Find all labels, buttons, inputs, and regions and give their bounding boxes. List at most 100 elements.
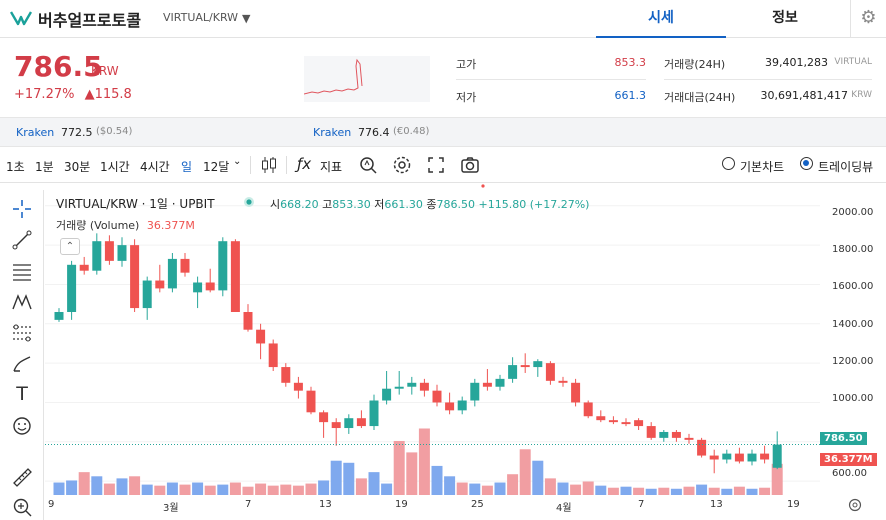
function-icon[interactable]: ƒx [297, 155, 312, 173]
volume-bar [532, 460, 544, 495]
candle-body [293, 382, 303, 391]
interval-4h[interactable]: 4시간 [140, 160, 170, 174]
x-tick: 13 [319, 499, 332, 510]
volume-bar [708, 487, 720, 495]
chart-toolbar: 1초 1분 30분 1시간 4시간 일 12달 ⌄ ƒx 지표 [0, 148, 886, 183]
candle-body [155, 280, 165, 289]
y-tick: 1000.00 [832, 393, 874, 404]
candle-body [445, 402, 455, 411]
candle-type-icon[interactable] [258, 154, 280, 176]
volume-bar [166, 482, 178, 495]
volume-bar [116, 478, 128, 495]
interval-1h[interactable]: 1시간 [100, 160, 130, 174]
candle-body [180, 258, 190, 273]
candle-body [697, 439, 707, 456]
volume-bar [696, 484, 708, 495]
text-icon[interactable]: T [16, 383, 28, 405]
candle-body [256, 329, 266, 344]
tradingview-label[interactable]: 트레이딩뷰 [818, 160, 874, 174]
interval-1m[interactable]: 1분 [35, 160, 54, 174]
candle-body [545, 363, 555, 381]
fibonacci-icon[interactable] [11, 322, 33, 344]
indicator-button[interactable]: 지표 [320, 160, 343, 174]
volume-bar [494, 482, 506, 495]
collapse-legend-button[interactable]: ⌃ [60, 238, 80, 255]
volume-bar [292, 485, 304, 495]
magnifier-plus-icon[interactable] [357, 154, 379, 176]
volume-bar [645, 488, 657, 495]
interval-1s[interactable]: 1초 [6, 160, 25, 174]
volume-bar [431, 465, 443, 495]
close-value: 786.50 [436, 198, 476, 211]
exchange-band: Kraken 772.5 ($0.54) Kraken 776.4 (€0.48… [0, 117, 886, 147]
tradingview-radio[interactable] [800, 157, 813, 170]
exchange-name[interactable]: Kraken [16, 126, 55, 139]
smiley-icon[interactable] [11, 415, 33, 437]
volume-bar [418, 428, 430, 495]
candle-body [684, 437, 694, 440]
brush-icon[interactable] [11, 353, 33, 375]
marker-dot [481, 184, 485, 188]
camera-icon[interactable] [459, 154, 481, 176]
chevron-down-icon[interactable]: ⌄ [233, 156, 242, 167]
mini-chart-line [303, 58, 363, 95]
trend-line-icon[interactable] [11, 229, 33, 251]
volume-bar [570, 484, 582, 495]
volume-bar [141, 484, 153, 495]
candle-body [608, 420, 618, 423]
volume-bar [481, 485, 493, 495]
volume-bar [683, 486, 695, 495]
volume-bar [217, 484, 229, 495]
volume-bar [582, 481, 594, 495]
candle-body [67, 264, 77, 312]
volume-bar [66, 480, 78, 495]
price-chart[interactable] [45, 184, 823, 496]
basic-chart-radio[interactable] [722, 157, 735, 170]
pattern-icon[interactable] [11, 291, 33, 313]
candle-body [104, 241, 114, 261]
volume-bar [330, 460, 342, 495]
candle-body [407, 382, 417, 387]
time-settings-icon[interactable] [848, 498, 862, 512]
settings-icon[interactable] [391, 154, 413, 176]
candle-body [722, 453, 732, 460]
volume-bar [507, 474, 519, 495]
candle-body [268, 343, 278, 368]
candle-body [92, 241, 102, 271]
tab-info[interactable]: 정보 [772, 10, 798, 26]
candle-body [344, 418, 354, 429]
divider [250, 156, 251, 174]
gear-icon[interactable]: ⚙ [850, 0, 886, 38]
candle-body [54, 312, 64, 320]
volume-value: 39,401,283 [765, 56, 828, 69]
interval-30m[interactable]: 30분 [64, 160, 91, 174]
volume-bar [670, 488, 682, 495]
low-label: 저가 [456, 91, 477, 104]
interval-day[interactable]: 일 [181, 160, 193, 174]
x-tick: 19 [787, 499, 800, 510]
zoom-in-icon[interactable] [11, 496, 33, 518]
high-label: 고가 [456, 58, 477, 71]
horizontal-lines-icon[interactable] [11, 260, 33, 282]
candle-body [596, 416, 606, 421]
chart-symbol-title: VIRTUAL/KRW · 1일 · UPBIT [56, 197, 215, 211]
tab-quote[interactable]: 시세 [596, 0, 726, 38]
volume-bar [305, 483, 317, 495]
candle-body [634, 420, 644, 427]
chevron-down-icon[interactable]: ▼ [242, 12, 251, 25]
ohlc-legend: 시668.20 고853.30 저661.30 종786.50 +115.80 … [270, 196, 589, 212]
basic-chart-label[interactable]: 기본차트 [740, 160, 785, 174]
crosshair-icon[interactable] [11, 198, 33, 220]
high-row: 고가 853.3 [456, 56, 646, 72]
volume-bar [229, 482, 241, 495]
volume-bar [179, 484, 191, 495]
ruler-icon[interactable] [11, 466, 33, 488]
exchange-name[interactable]: Kraken [313, 126, 352, 139]
candle-body [432, 390, 442, 403]
interval-12month[interactable]: 12달 [203, 160, 230, 174]
fullscreen-icon[interactable] [425, 154, 447, 176]
coin-name: 버추얼프로토콜 [38, 11, 142, 30]
volume-bar [733, 486, 745, 495]
candle-body [281, 367, 291, 383]
volume-bar [633, 487, 645, 495]
